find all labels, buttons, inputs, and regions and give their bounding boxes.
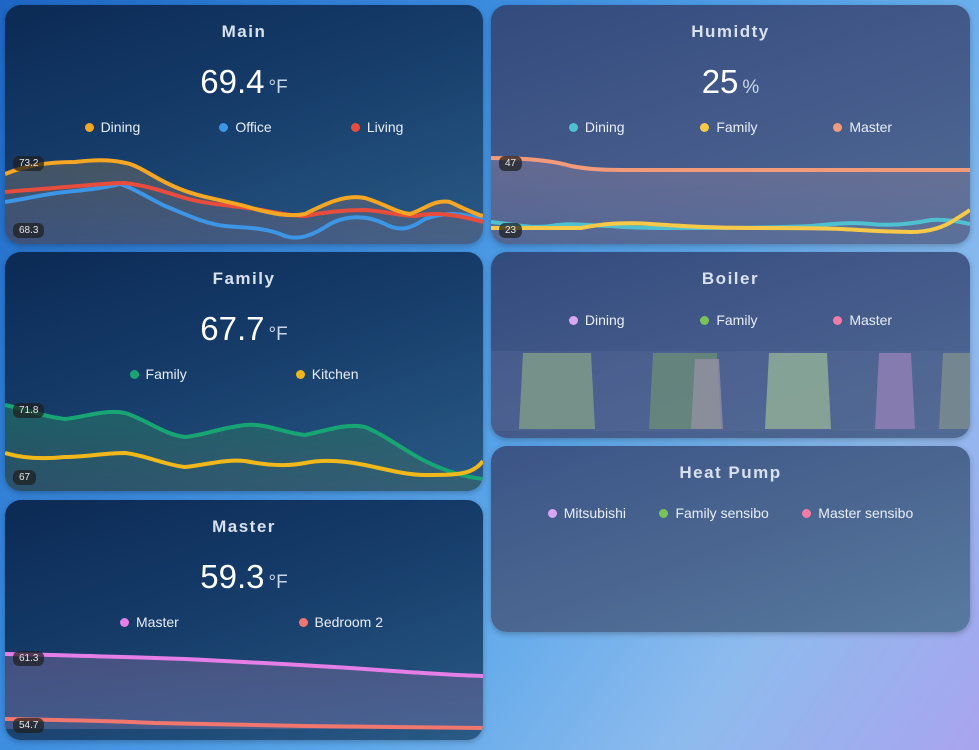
legend-item-dining[interactable]: Dining [84, 119, 140, 135]
card-title: Boiler [701, 269, 760, 288]
card-title: Main [221, 22, 267, 41]
card-humidity[interactable]: Humidty 25% Dining Family Master 47 23 [491, 5, 970, 244]
dot-icon [659, 508, 669, 518]
series-line-office [5, 181, 483, 240]
area-fill [5, 160, 483, 244]
dot-icon [700, 315, 710, 325]
current-value: 59.3 °F [200, 558, 288, 595]
card-title: Family [212, 269, 276, 288]
legend-item-family[interactable]: Family [700, 312, 758, 328]
unit: % [742, 77, 760, 98]
legend-item-dining[interactable]: Dining [568, 119, 625, 135]
series-line-family [5, 403, 483, 481]
max-label: 73.2 [13, 156, 45, 171]
card-family[interactable]: Family 67.7 °F Family Kitchen 71.8 67 [5, 252, 483, 491]
min-label: 68.3 [13, 223, 45, 238]
history-chart[interactable] [491, 154, 970, 244]
card-main[interactable]: Main 69.4 °F Dining Office Living 73.2 68… [5, 5, 483, 244]
dot-icon [833, 315, 843, 325]
current-value: 25% [701, 63, 760, 100]
legend-item-master[interactable]: Master [833, 312, 892, 328]
legend: Family Kitchen [5, 366, 483, 382]
unit: °F [268, 572, 288, 593]
dot-icon [833, 122, 843, 132]
history-chart[interactable] [5, 649, 483, 739]
dot-icon [568, 122, 578, 132]
area-fill [5, 405, 483, 491]
dot-icon [802, 508, 812, 518]
dot-icon [295, 369, 305, 379]
card-boiler[interactable]: Boiler Dining Family Master [491, 252, 970, 438]
card-master[interactable]: Master 59.3 °F Master Bedroom 2 61.3 54.7 [5, 500, 483, 740]
card-heat-pump[interactable]: Heat Pump Mitsubishi Family sensibo Mast… [491, 446, 970, 632]
legend: Mitsubishi Family sensibo Master sensibo [491, 505, 970, 521]
dot-icon [219, 122, 229, 132]
max-label: 71.8 [13, 403, 45, 418]
legend-item-master[interactable]: Master [120, 614, 179, 630]
legend: Dining Family Master [491, 119, 970, 135]
dot-icon [350, 122, 360, 132]
dot-icon [298, 617, 308, 627]
max-label: 47 [499, 156, 523, 171]
dot-icon [120, 617, 129, 627]
legend: Dining Office Living [5, 119, 483, 135]
max-label: 61.3 [13, 651, 45, 666]
state-block-dining [691, 359, 723, 429]
dot-icon [84, 122, 94, 132]
legend-item-master[interactable]: Master [833, 119, 892, 135]
current-value: 69.4 °F [200, 63, 288, 100]
dot-icon [568, 315, 578, 325]
dot-icon [129, 369, 139, 379]
legend-item-mitsubishi[interactable]: Mitsubishi [547, 505, 626, 521]
state-block-family [765, 353, 831, 429]
card-title: Heat Pump [679, 463, 782, 482]
series-line-kitchen [5, 450, 483, 478]
state-timeline-chart[interactable] [491, 351, 970, 431]
min-label: 54.7 [13, 718, 45, 733]
unit: °F [268, 324, 288, 345]
dot-icon [700, 122, 710, 132]
legend-item-family-sensibo[interactable]: Family sensibo [659, 505, 769, 521]
series-line-family [491, 208, 970, 235]
area-fill [5, 654, 483, 729]
series-line-dining [5, 158, 483, 218]
legend-item-living[interactable]: Living [350, 119, 403, 135]
dot-icon [547, 508, 557, 518]
series-line-master [5, 652, 483, 678]
legend-item-master-sensibo[interactable]: Master sensibo [802, 505, 913, 521]
card-title: Humidty [691, 22, 770, 41]
history-chart[interactable] [5, 154, 483, 244]
state-block-dining [875, 353, 915, 429]
series-line-bedroom-2 [5, 717, 483, 730]
legend-item-bedroom-2[interactable]: Bedroom 2 [298, 614, 383, 630]
history-chart[interactable] [5, 401, 483, 491]
legend-item-office[interactable]: Office [219, 119, 272, 135]
state-block-family [939, 353, 970, 429]
current-value: 67.7 °F [200, 310, 288, 347]
legend-item-dining[interactable]: Dining [568, 312, 625, 328]
state-block-family [519, 353, 595, 429]
legend-item-kitchen[interactable]: Kitchen [295, 366, 358, 382]
min-label: 23 [499, 223, 523, 238]
legend-item-family[interactable]: Family [700, 119, 758, 135]
legend: Dining Family Master [491, 312, 970, 328]
legend: Master Bedroom 2 [5, 614, 483, 630]
unit: °F [268, 77, 288, 98]
card-title: Master [212, 517, 276, 536]
legend-item-family[interactable]: Family [129, 366, 187, 382]
min-label: 67 [13, 470, 37, 485]
